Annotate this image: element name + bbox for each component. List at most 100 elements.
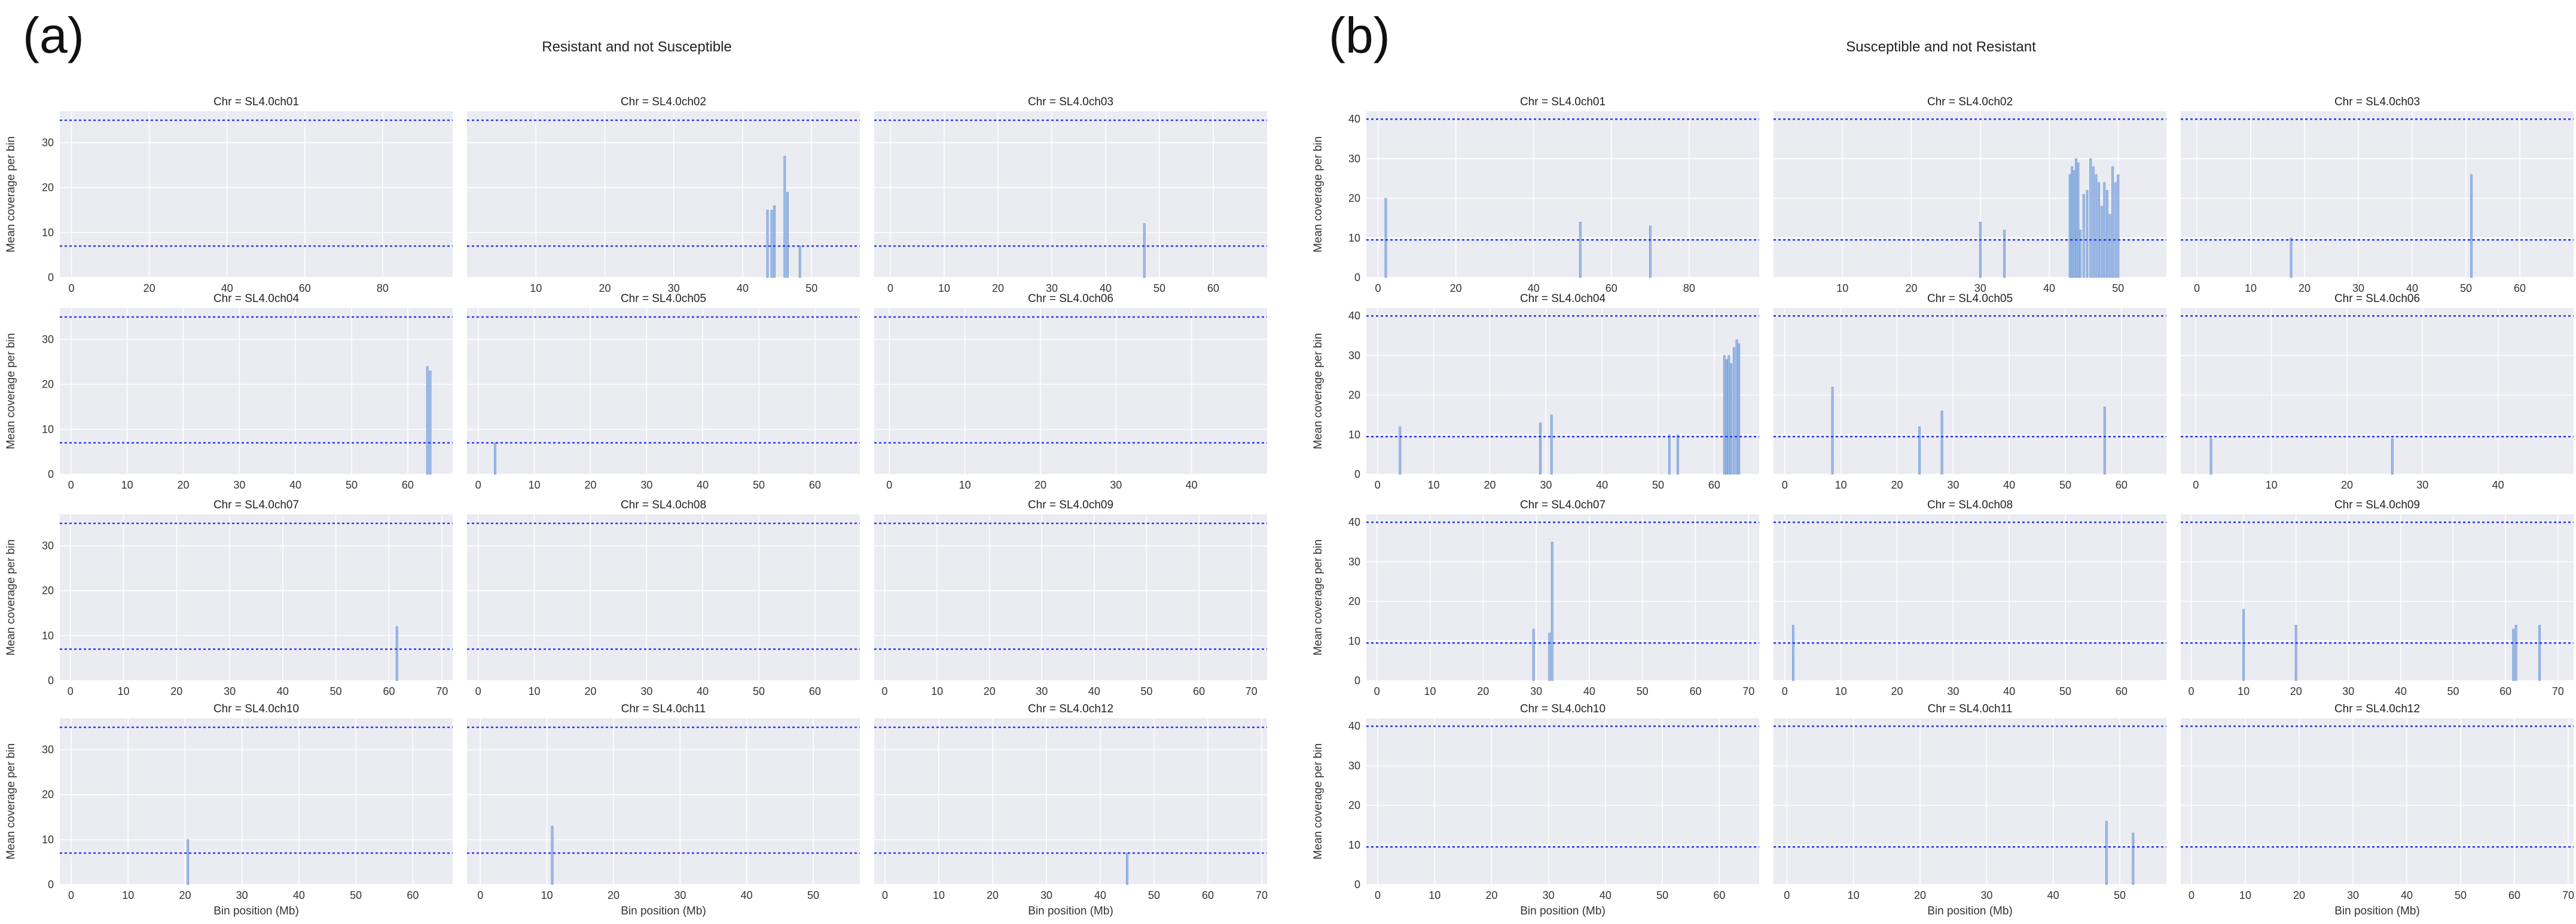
p0-f2-xtick-1: 10 bbox=[938, 282, 950, 294]
p1-f3-bar-8 bbox=[1730, 363, 1732, 475]
p1-f0-facet: Chr = SL4.0ch01 0 20 40 60 80 0 10 20 30 40 Mean co… bbox=[1312, 96, 1759, 294]
p1-f6-xtick-4: 40 bbox=[1583, 685, 1595, 697]
panel-a-label: (a) bbox=[23, 7, 84, 63]
p0-f2-xtick-5: 50 bbox=[1153, 282, 1165, 294]
p1-f2-bar-1 bbox=[2470, 174, 2473, 278]
p1-f9-xtick-0: 0 bbox=[1375, 889, 1381, 901]
p1-f0-bar-0 bbox=[1384, 198, 1387, 278]
p0-f6-xtick-0: 0 bbox=[68, 685, 74, 697]
p0-f1-xtick-1: 20 bbox=[599, 282, 611, 294]
p1-f11-xtick-6: 60 bbox=[2508, 889, 2520, 901]
p0-f5-xtick-4: 40 bbox=[1186, 479, 1198, 491]
p0-f9-ylabel: Mean coverage per bin bbox=[5, 743, 17, 859]
p0-f4-facet-title: Chr = SL4.0ch05 bbox=[621, 292, 706, 305]
p1-f3-ylabel: Mean coverage per bin bbox=[1312, 333, 1324, 449]
p1-f1-bar-0 bbox=[1979, 222, 1982, 278]
p1-f6-bar-2 bbox=[1551, 542, 1553, 681]
p1-f6-facet-title: Chr = SL4.0ch07 bbox=[1520, 499, 1606, 511]
p1-f1-bar-19 bbox=[2114, 182, 2117, 278]
p1-f7-bar-0 bbox=[1791, 625, 1794, 681]
p1-f11-xtick-4: 40 bbox=[2401, 889, 2413, 901]
p1-f9-xlabel: Bin position (Mb) bbox=[1520, 905, 1606, 917]
p1-f8-bar-3 bbox=[2514, 625, 2517, 681]
p1-f4-facet-title: Chr = SL4.0ch05 bbox=[1927, 292, 2013, 305]
p1-f8-facet-title: Chr = SL4.0ch09 bbox=[2334, 499, 2420, 511]
p1-f4-xtick-0: 0 bbox=[1782, 479, 1788, 491]
p0-f4-xtick-3: 30 bbox=[640, 479, 652, 491]
p1-f4-xtick-5: 50 bbox=[2059, 479, 2071, 491]
p0-f5-xtick-3: 30 bbox=[1110, 479, 1122, 491]
p0-f3-bar-0 bbox=[426, 366, 429, 475]
p1-f2-xtick-2: 20 bbox=[2299, 282, 2311, 294]
p0-f9-xtick-5: 50 bbox=[350, 889, 362, 901]
p1-f4-facet: Chr = SL4.0ch05 0 10 20 30 40 50 60 bbox=[1774, 292, 2166, 491]
p1-f7-facet: Chr = SL4.0ch08 0 10 20 30 40 50 60 bbox=[1774, 499, 2166, 697]
p1-f9-ytick-2: 20 bbox=[1348, 800, 1360, 812]
p0-f4-xtick-5: 50 bbox=[753, 479, 765, 491]
p1-f2-plot-area bbox=[2181, 111, 2574, 277]
p1-f3-ytick-2: 20 bbox=[1348, 389, 1360, 401]
p1-f7-xtick-1: 10 bbox=[1835, 685, 1847, 697]
p0-f7-xtick-4: 40 bbox=[697, 685, 709, 697]
p0-f9-ytick-2: 20 bbox=[42, 789, 54, 801]
p1-f11-xtick-2: 20 bbox=[2293, 889, 2305, 901]
p1-f6-ytick-1: 10 bbox=[1348, 635, 1360, 647]
panel-a-title: Resistant and not Susceptible bbox=[542, 39, 732, 55]
p0-f6-xtick-6: 60 bbox=[383, 685, 395, 697]
p1-f11-xtick-3: 30 bbox=[2347, 889, 2359, 901]
p0-f3-ytick-0: 0 bbox=[48, 468, 54, 480]
p1-f9-xtick-3: 30 bbox=[1543, 889, 1555, 901]
p1-f9-xtick-2: 20 bbox=[1485, 889, 1497, 901]
p1-f1-xtick-1: 20 bbox=[1906, 282, 1918, 294]
p0-f1-bar-0 bbox=[766, 209, 769, 278]
p1-f2-bar-0 bbox=[2290, 237, 2293, 278]
p0-f0-xtick-0: 0 bbox=[69, 282, 75, 294]
p1-f3-bar-9 bbox=[1732, 347, 1735, 475]
p1-f8-bar-0 bbox=[2242, 609, 2245, 681]
p0-f4-bar-0 bbox=[494, 443, 496, 475]
p0-f11-bar-0 bbox=[1126, 853, 1128, 885]
p1-f2-facet: Chr = SL4.0ch03 0 10 20 30 40 50 60 bbox=[2181, 96, 2574, 294]
p0-f10-xlabel: Bin position (Mb) bbox=[621, 905, 706, 917]
p1-f3-xtick-3: 30 bbox=[1540, 479, 1552, 491]
p0-f9-facet: Chr = SL4.0ch10 0 10 20 30 40 50 60 0 10 20 30 Mean … bbox=[5, 703, 453, 917]
p1-f10-plot-area bbox=[1774, 718, 2166, 885]
p1-f0-xtick-2: 40 bbox=[1528, 282, 1540, 294]
p1-f11-facet: Chr = SL4.0ch12 0 10 20 30 40 50 60 70 Bin positi… bbox=[2181, 703, 2574, 917]
p0-f6-xtick-4: 40 bbox=[277, 685, 289, 697]
p0-f6-plot-area bbox=[60, 514, 453, 681]
p0-f9-xtick-1: 10 bbox=[122, 889, 134, 901]
p0-f5-xtick-1: 10 bbox=[959, 479, 971, 491]
p0-f8-xtick-1: 10 bbox=[931, 685, 943, 697]
p1-f3-xtick-0: 0 bbox=[1375, 479, 1381, 491]
p1-f10-bar-1 bbox=[2132, 832, 2135, 885]
p1-f11-xtick-5: 50 bbox=[2455, 889, 2467, 901]
p1-f6-plot-area bbox=[1366, 514, 1759, 681]
p0-f3-facet: Chr = SL4.0ch04 0 10 20 30 40 50 60 0 10 20 30 Mean … bbox=[5, 292, 453, 491]
p1-f5-bar-0 bbox=[2209, 438, 2212, 475]
p1-f11-xtick-0: 0 bbox=[2189, 889, 2195, 901]
p0-f9-ytick-1: 10 bbox=[42, 834, 54, 846]
p0-f11-facet: Chr = SL4.0ch12 0 10 20 30 40 50 60 70 Bin positi… bbox=[874, 703, 1268, 917]
p0-f3-plot-area bbox=[60, 308, 453, 474]
p0-f3-ytick-1: 10 bbox=[42, 423, 54, 435]
p1-f5-bar-1 bbox=[2391, 438, 2394, 475]
p1-f11-plot-area bbox=[2181, 718, 2574, 885]
p1-f4-xtick-3: 30 bbox=[1947, 479, 1959, 491]
p1-f4-bar-0 bbox=[1831, 387, 1834, 475]
p0-f3-xtick-5: 50 bbox=[346, 479, 358, 491]
p0-f1-bar-4 bbox=[786, 191, 789, 278]
p1-f4-bar-2 bbox=[1940, 410, 1943, 475]
p1-f1-bar-13 bbox=[2098, 182, 2100, 278]
p0-f6-facet: Chr = SL4.0ch07 0 10 20 30 40 50 60 70 0 10 20 30 Mea… bbox=[5, 499, 453, 697]
p0-f4-xtick-1: 10 bbox=[529, 479, 541, 491]
p1-f4-xtick-2: 20 bbox=[1891, 479, 1903, 491]
p0-f0-ylabel: Mean coverage per bin bbox=[5, 136, 17, 252]
p0-f6-facet-title: Chr = SL4.0ch07 bbox=[213, 499, 299, 511]
p1-f5-xtick-3: 30 bbox=[2416, 479, 2428, 491]
p1-f7-facet-title: Chr = SL4.0ch08 bbox=[1927, 499, 2013, 511]
panel-a: (a) Resistant and not Susceptible Chr = … bbox=[5, 7, 1268, 917]
p0-f0-facet-title: Chr = SL4.0ch01 bbox=[213, 96, 299, 108]
p1-f6-xtick-5: 50 bbox=[1637, 685, 1649, 697]
p1-f0-facet-title: Chr = SL4.0ch01 bbox=[1520, 96, 1606, 108]
